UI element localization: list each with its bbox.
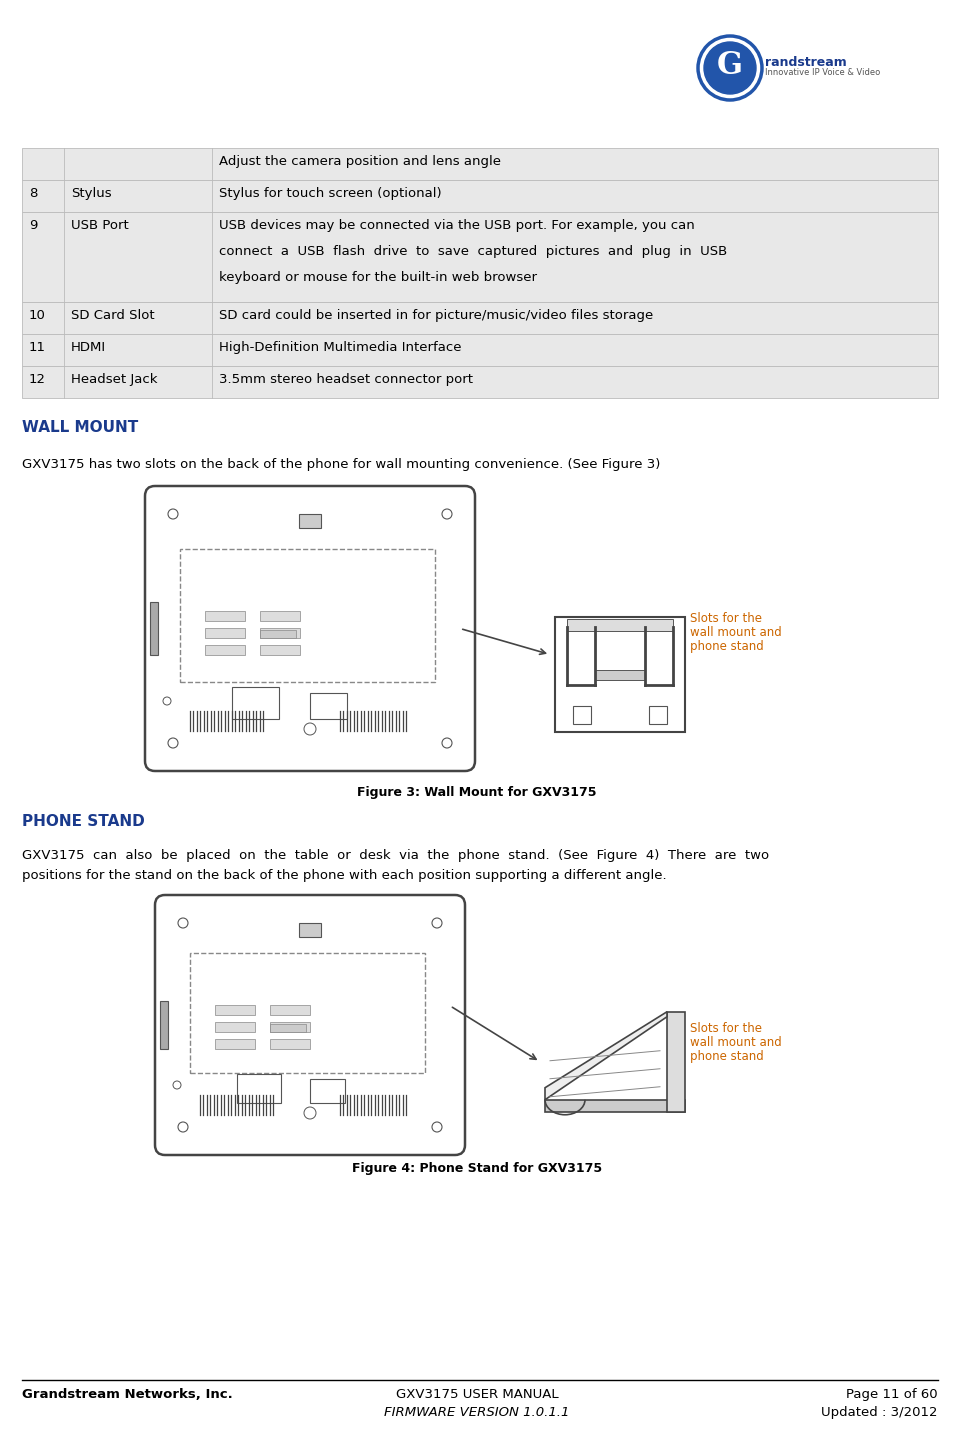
Text: USB devices may be connected via the USB port. For example, you can: USB devices may be connected via the USB… xyxy=(219,219,694,232)
Circle shape xyxy=(432,917,441,928)
Text: 10: 10 xyxy=(29,309,46,322)
Bar xyxy=(573,706,590,723)
Bar xyxy=(22,211,937,302)
Bar xyxy=(298,513,320,528)
Bar xyxy=(205,628,245,638)
Bar xyxy=(214,1005,254,1015)
Text: Updated : 3/2012: Updated : 3/2012 xyxy=(821,1406,937,1419)
Bar xyxy=(648,706,666,723)
Text: wall mount and: wall mount and xyxy=(689,626,781,638)
Text: Headset Jack: Headset Jack xyxy=(71,372,157,385)
Circle shape xyxy=(703,42,755,93)
Bar xyxy=(237,1074,281,1103)
Circle shape xyxy=(178,917,188,928)
Text: GXV3175 has two slots on the back of the phone for wall mounting convenience. (S: GXV3175 has two slots on the back of the… xyxy=(22,457,659,472)
Circle shape xyxy=(304,723,315,735)
Bar xyxy=(150,603,158,654)
Text: Adjust the camera position and lens angle: Adjust the camera position and lens angl… xyxy=(219,155,500,168)
Circle shape xyxy=(163,697,171,705)
Bar xyxy=(310,1078,344,1103)
Bar xyxy=(205,646,245,654)
Circle shape xyxy=(168,738,178,748)
Bar xyxy=(666,1012,684,1112)
Text: HDMI: HDMI xyxy=(71,341,106,354)
Text: 12: 12 xyxy=(29,372,46,385)
Text: High-Definition Multimedia Interface: High-Definition Multimedia Interface xyxy=(219,341,461,354)
Bar xyxy=(22,180,937,211)
Text: positions for the stand on the back of the phone with each position supporting a: positions for the stand on the back of t… xyxy=(22,869,666,881)
Text: GXV3175 USER MANUAL: GXV3175 USER MANUAL xyxy=(395,1388,558,1401)
Text: FIRMWARE VERSION 1.0.1.1: FIRMWARE VERSION 1.0.1.1 xyxy=(384,1406,569,1419)
Text: G: G xyxy=(717,49,742,81)
Bar xyxy=(260,628,299,638)
Text: 8: 8 xyxy=(29,187,37,200)
Text: Slots for the: Slots for the xyxy=(689,613,761,626)
FancyBboxPatch shape xyxy=(145,486,475,771)
Text: PHONE STAND: PHONE STAND xyxy=(22,814,145,828)
Circle shape xyxy=(441,738,452,748)
Text: Slots for the: Slots for the xyxy=(689,1022,761,1035)
Text: 9: 9 xyxy=(29,219,37,232)
Bar xyxy=(180,549,435,682)
Text: connect  a  USB  flash  drive  to  save  captured  pictures  and  plug  in  USB: connect a USB flash drive to save captur… xyxy=(219,244,726,257)
Text: Figure 4: Phone Stand for GXV3175: Figure 4: Phone Stand for GXV3175 xyxy=(352,1162,601,1175)
Bar xyxy=(205,611,245,621)
Bar xyxy=(555,617,684,732)
Bar xyxy=(270,1022,310,1032)
Circle shape xyxy=(178,1122,188,1132)
Bar xyxy=(544,1100,684,1112)
Text: Stylus: Stylus xyxy=(71,187,112,200)
Text: Stylus for touch screen (optional): Stylus for touch screen (optional) xyxy=(219,187,441,200)
Circle shape xyxy=(168,509,178,519)
Bar xyxy=(214,1040,254,1048)
Text: Figure 3: Wall Mount for GXV3175: Figure 3: Wall Mount for GXV3175 xyxy=(356,787,597,800)
Bar xyxy=(22,367,937,398)
Text: Innovative IP Voice & Video: Innovative IP Voice & Video xyxy=(764,68,880,78)
Bar xyxy=(298,923,320,938)
Bar xyxy=(260,630,295,638)
Circle shape xyxy=(172,1081,181,1089)
Bar xyxy=(310,693,347,719)
Text: keyboard or mouse for the built-in web browser: keyboard or mouse for the built-in web b… xyxy=(219,270,537,283)
Text: 11: 11 xyxy=(29,341,46,354)
Text: randstream: randstream xyxy=(764,56,846,69)
Text: wall mount and: wall mount and xyxy=(689,1035,781,1048)
Bar xyxy=(22,148,937,180)
Text: GXV3175  can  also  be  placed  on  the  table  or  desk  via  the  phone  stand: GXV3175 can also be placed on the table … xyxy=(22,848,768,861)
Text: Grandstream Networks, Inc.: Grandstream Networks, Inc. xyxy=(22,1388,233,1401)
Circle shape xyxy=(432,1122,441,1132)
Text: phone stand: phone stand xyxy=(689,640,763,653)
Bar xyxy=(22,302,937,334)
Bar xyxy=(566,618,672,631)
Bar xyxy=(214,1022,254,1032)
Bar xyxy=(595,670,644,680)
Text: SD Card Slot: SD Card Slot xyxy=(71,309,154,322)
FancyBboxPatch shape xyxy=(154,894,464,1155)
Text: WALL MOUNT: WALL MOUNT xyxy=(22,420,138,436)
Bar xyxy=(270,1040,310,1048)
Bar xyxy=(260,646,299,654)
Bar xyxy=(22,334,937,367)
Bar xyxy=(270,1005,310,1015)
Bar xyxy=(160,1001,168,1048)
Bar xyxy=(233,687,278,719)
Circle shape xyxy=(441,509,452,519)
Bar xyxy=(190,953,424,1073)
Bar xyxy=(270,1024,306,1032)
Bar xyxy=(260,611,299,621)
Text: 3.5mm stereo headset connector port: 3.5mm stereo headset connector port xyxy=(219,372,473,385)
Circle shape xyxy=(304,1107,315,1119)
Polygon shape xyxy=(544,1012,666,1100)
Text: Page 11 of 60: Page 11 of 60 xyxy=(845,1388,937,1401)
Text: phone stand: phone stand xyxy=(689,1050,763,1063)
Text: USB Port: USB Port xyxy=(71,219,129,232)
Text: SD card could be inserted in for picture/music/video files storage: SD card could be inserted in for picture… xyxy=(219,309,653,322)
